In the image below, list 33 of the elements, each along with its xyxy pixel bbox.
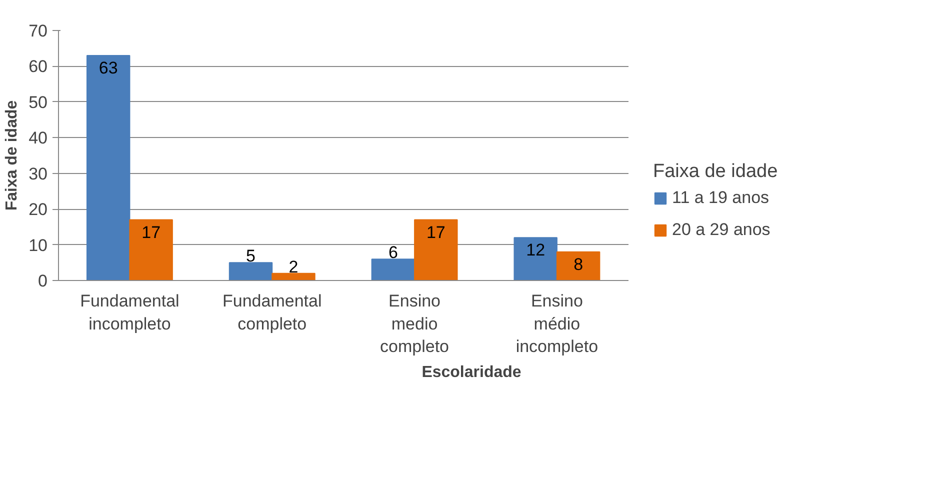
bar: [371, 258, 416, 280]
data-label: 17: [426, 222, 446, 242]
bar: [556, 251, 600, 280]
bar: [272, 272, 316, 280]
y-tick-label: 30: [28, 164, 48, 184]
bar: [414, 219, 458, 280]
data-label: 17: [142, 222, 161, 242]
bar: [228, 262, 273, 280]
bar: [129, 219, 173, 280]
data-label: 6: [388, 243, 398, 262]
y-axis-title: Faixa de idade: [4, 100, 21, 211]
data-label: 2: [288, 257, 298, 276]
x-tick-label: Fundamental completo: [222, 292, 322, 334]
bar: [86, 55, 130, 280]
bar: [514, 237, 558, 280]
y-tick-label: 20: [28, 200, 48, 220]
x-tick-label: Ensino medio completo: [380, 292, 450, 356]
y-tick-label: 10: [28, 236, 48, 255]
y-tick-label: 60: [28, 57, 48, 76]
data-label: 5: [246, 246, 256, 266]
legend-label: 20 a 29 anos: [672, 220, 770, 240]
legend-label: 11 a 19 anos: [672, 188, 770, 208]
x-tick-label: Ensino médio incompleto: [516, 292, 598, 356]
data-label: 12: [526, 240, 546, 260]
data-label: 8: [574, 254, 584, 274]
legend-title: Faixa de idade: [653, 161, 778, 183]
y-tick-label: 70: [28, 22, 48, 40]
x-axis-title: Escolaridade: [422, 364, 522, 382]
y-tick-label: 40: [28, 128, 48, 148]
x-tick-label: Fundamental incompleto: [80, 292, 180, 334]
data-label: 63: [98, 58, 118, 78]
y-tick-label: 0: [38, 272, 48, 290]
y-tick-label: 50: [28, 92, 48, 112]
